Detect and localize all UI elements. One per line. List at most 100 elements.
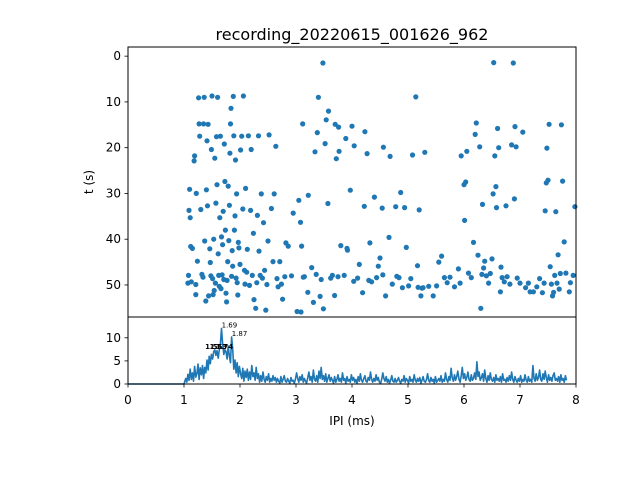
scatter-point	[244, 269, 250, 275]
y-tick-label: 10	[106, 331, 121, 345]
scatter-point	[517, 280, 523, 286]
scatter-point	[379, 205, 385, 211]
scatter-point	[483, 273, 489, 279]
y-tick-label: 30	[106, 186, 121, 200]
scatter-point	[203, 187, 209, 193]
scatter-point	[468, 275, 474, 281]
scatter-point	[377, 255, 383, 261]
scatter-point	[259, 275, 265, 281]
scatter-point	[220, 242, 226, 248]
scatter-point	[375, 263, 381, 269]
scatter-y-label: t (s)	[82, 170, 96, 194]
scatter-point	[251, 297, 257, 303]
scatter-point	[560, 178, 566, 184]
scatter-point	[408, 276, 414, 282]
scatter-point	[196, 121, 202, 127]
scatter-point	[380, 272, 386, 278]
scatter-point	[349, 123, 355, 129]
scatter-point	[547, 264, 553, 270]
scatter-point	[278, 281, 284, 287]
scatter-point	[205, 121, 211, 127]
scatter-point	[298, 309, 304, 315]
scatter-point	[544, 145, 550, 151]
scatter-point	[343, 135, 349, 142]
scatter-point	[206, 293, 212, 299]
scatter-point	[555, 252, 561, 258]
scatter-point	[271, 191, 277, 197]
scatter-point	[479, 271, 485, 277]
scatter-point	[237, 261, 243, 267]
histogram-y-ticks: 0 5 10	[106, 331, 128, 391]
scatter-point	[409, 152, 416, 158]
scatter-point	[413, 94, 419, 100]
scatter-point	[416, 207, 422, 213]
scatter-point	[351, 143, 357, 149]
scatter-point	[312, 149, 318, 155]
scatter-point	[280, 296, 286, 302]
scatter-point	[263, 307, 269, 313]
scatter-point	[201, 94, 207, 100]
scatter-point	[256, 248, 262, 254]
scatter-point	[309, 265, 315, 271]
scatter-point	[201, 121, 207, 127]
scatter-point	[218, 234, 225, 240]
scatter-point	[493, 205, 500, 211]
scatter-point	[320, 60, 326, 66]
scatter-point	[477, 144, 483, 150]
x-tick-label: 2	[236, 393, 244, 407]
scatter-point	[399, 285, 405, 291]
scatter-point	[217, 133, 223, 139]
scatter-point	[510, 60, 516, 66]
scatter-point	[369, 279, 375, 285]
peak-label: 1.63	[210, 343, 227, 351]
scatter-point	[541, 280, 547, 286]
scatter-point	[374, 275, 380, 281]
scatter-point	[462, 217, 468, 223]
scatter-point	[356, 261, 362, 267]
scatter-point	[240, 93, 246, 99]
scatter-point	[186, 207, 192, 213]
peak-label: 1.87	[232, 330, 248, 338]
scatter-point	[329, 272, 335, 278]
scatter-point	[380, 144, 386, 150]
scatter-point	[551, 289, 557, 295]
scatter-point	[393, 204, 399, 210]
scatter-point	[323, 117, 329, 123]
scatter-point	[441, 275, 447, 281]
scatter-point	[225, 259, 231, 265]
scatter-point	[203, 298, 209, 304]
scatter-point	[305, 289, 311, 295]
scatter-point	[305, 192, 311, 198]
scatter-point	[434, 283, 440, 289]
scatter-point	[222, 227, 228, 233]
scatter-point	[472, 131, 478, 137]
scatter-point	[335, 274, 341, 280]
scatter-point	[402, 205, 408, 211]
y-tick-label: 0	[113, 49, 121, 63]
scatter-point	[470, 239, 477, 245]
scatter-point	[255, 133, 262, 139]
scatter-point	[439, 253, 445, 259]
scatter-point	[221, 141, 227, 147]
scatter-point	[430, 293, 436, 299]
histogram-x-label: IPI (ms)	[329, 414, 374, 428]
scatter-point	[436, 259, 442, 265]
scatter-point	[210, 292, 216, 298]
x-tick-label: 1	[180, 393, 188, 407]
scatter-point	[222, 178, 228, 185]
scatter-point	[197, 133, 203, 139]
scatter-point	[530, 289, 537, 295]
x-tick-label: 8	[572, 393, 580, 407]
scatter-point	[185, 272, 192, 278]
scatter-point	[226, 202, 232, 208]
scatter-point	[552, 272, 558, 278]
scatter-point	[248, 207, 254, 213]
scatter-point	[187, 186, 193, 192]
scatter-point	[264, 281, 270, 288]
x-tick-label: 5	[404, 393, 412, 407]
scatter-point	[473, 120, 479, 126]
x-tick-label: 3	[292, 393, 300, 407]
scatter-point	[490, 191, 496, 197]
scatter-point	[554, 280, 560, 286]
peak-label: 1.55	[205, 343, 222, 351]
